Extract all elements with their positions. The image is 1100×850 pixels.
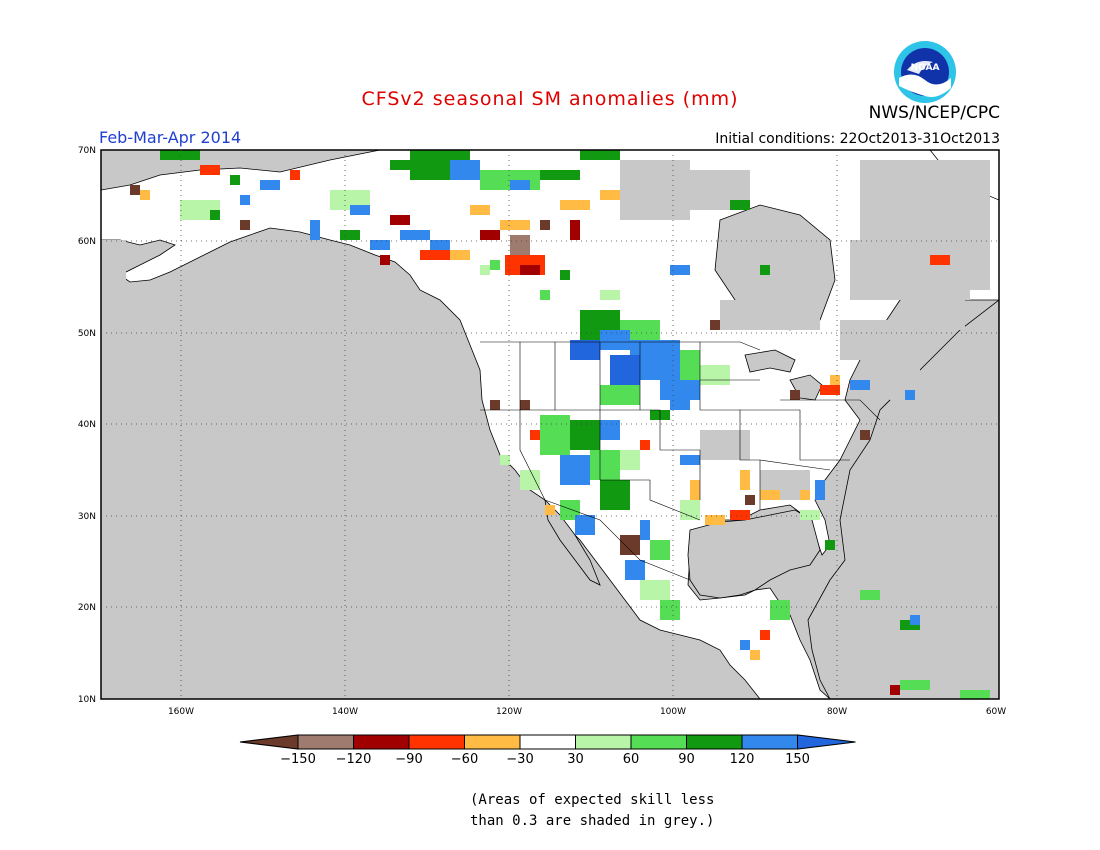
agency-label: NWS/NCEP/CPC (868, 103, 1000, 123)
legend-tick-label: 150 (785, 752, 810, 767)
gulf-of-mexico (687, 509, 821, 599)
lat-label: 70N (78, 146, 96, 156)
lat-label: 40N (78, 420, 96, 430)
legend-color-box (630, 734, 687, 750)
color-legend-labels: −150 −120 −90 −60 −30 30 60 90 120 150 (280, 752, 810, 767)
legend-tick-label: −60 (451, 752, 478, 767)
legend-arrow-low (239, 734, 299, 750)
lon-labels: 160W 140W 120W 100W 80W 60W (168, 707, 1006, 717)
legend-color-box (408, 734, 465, 750)
skill-footnote: (Areas of expected skill less than 0.3 a… (470, 790, 714, 832)
lon-label: 160W (168, 707, 194, 717)
season-label: Feb-Mar-Apr 2014 (99, 128, 242, 147)
noaa-logo: NOAA (894, 41, 956, 103)
legend-tick-label: −150 (280, 752, 316, 767)
legend-color-box (519, 734, 576, 750)
political-boundaries (480, 341, 881, 581)
map-title: CFSv2 seasonal SM anomalies (mm) (361, 88, 739, 110)
legend-tick-label: −120 (336, 752, 372, 767)
legend-color-box (464, 734, 521, 750)
legend-color-box (686, 734, 743, 750)
lat-label: 10N (78, 695, 96, 705)
legend-color-box (297, 734, 354, 750)
lon-label: 100W (660, 707, 686, 717)
initial-conditions-label: Initial conditions: 22Oct2013-31Oct2013 (715, 131, 1000, 147)
lon-label: 120W (496, 707, 522, 717)
low-skill-mask (101, 160, 990, 500)
lon-label: 140W (332, 707, 358, 717)
legend-tick-label: 30 (567, 752, 584, 767)
legend-arrow-high (797, 734, 856, 750)
footnote-line: (Areas of expected skill less (470, 792, 715, 808)
lat-label: 30N (78, 512, 96, 522)
anomaly-cells (130, 150, 990, 699)
legend-color-box (741, 734, 798, 750)
legend-tick-label: −30 (506, 752, 533, 767)
lat-label: 60N (78, 237, 96, 247)
legend-color-box (353, 734, 410, 750)
map-frame (100, 149, 1000, 700)
lon-label: 80W (827, 707, 847, 717)
footnote-line: than 0.3 are shaded in grey.) (470, 813, 715, 829)
lon-label: 60W (986, 707, 1006, 717)
color-legend-boxes (239, 734, 856, 750)
land-layer (101, 150, 999, 699)
lat-label: 50N (78, 329, 96, 339)
legend-tick-label: 60 (623, 752, 640, 767)
legend-tick-label: 120 (730, 752, 755, 767)
legend-tick-label: −90 (395, 752, 422, 767)
lat-label: 20N (78, 603, 96, 613)
legend-color-box (575, 734, 632, 750)
logo-text: NOAA (911, 63, 940, 73)
gulf-of-california (544, 498, 601, 586)
lat-labels: 70N 60N 50N 40N 30N 20N 10N (78, 146, 96, 705)
legend-tick-label: 90 (678, 752, 695, 767)
